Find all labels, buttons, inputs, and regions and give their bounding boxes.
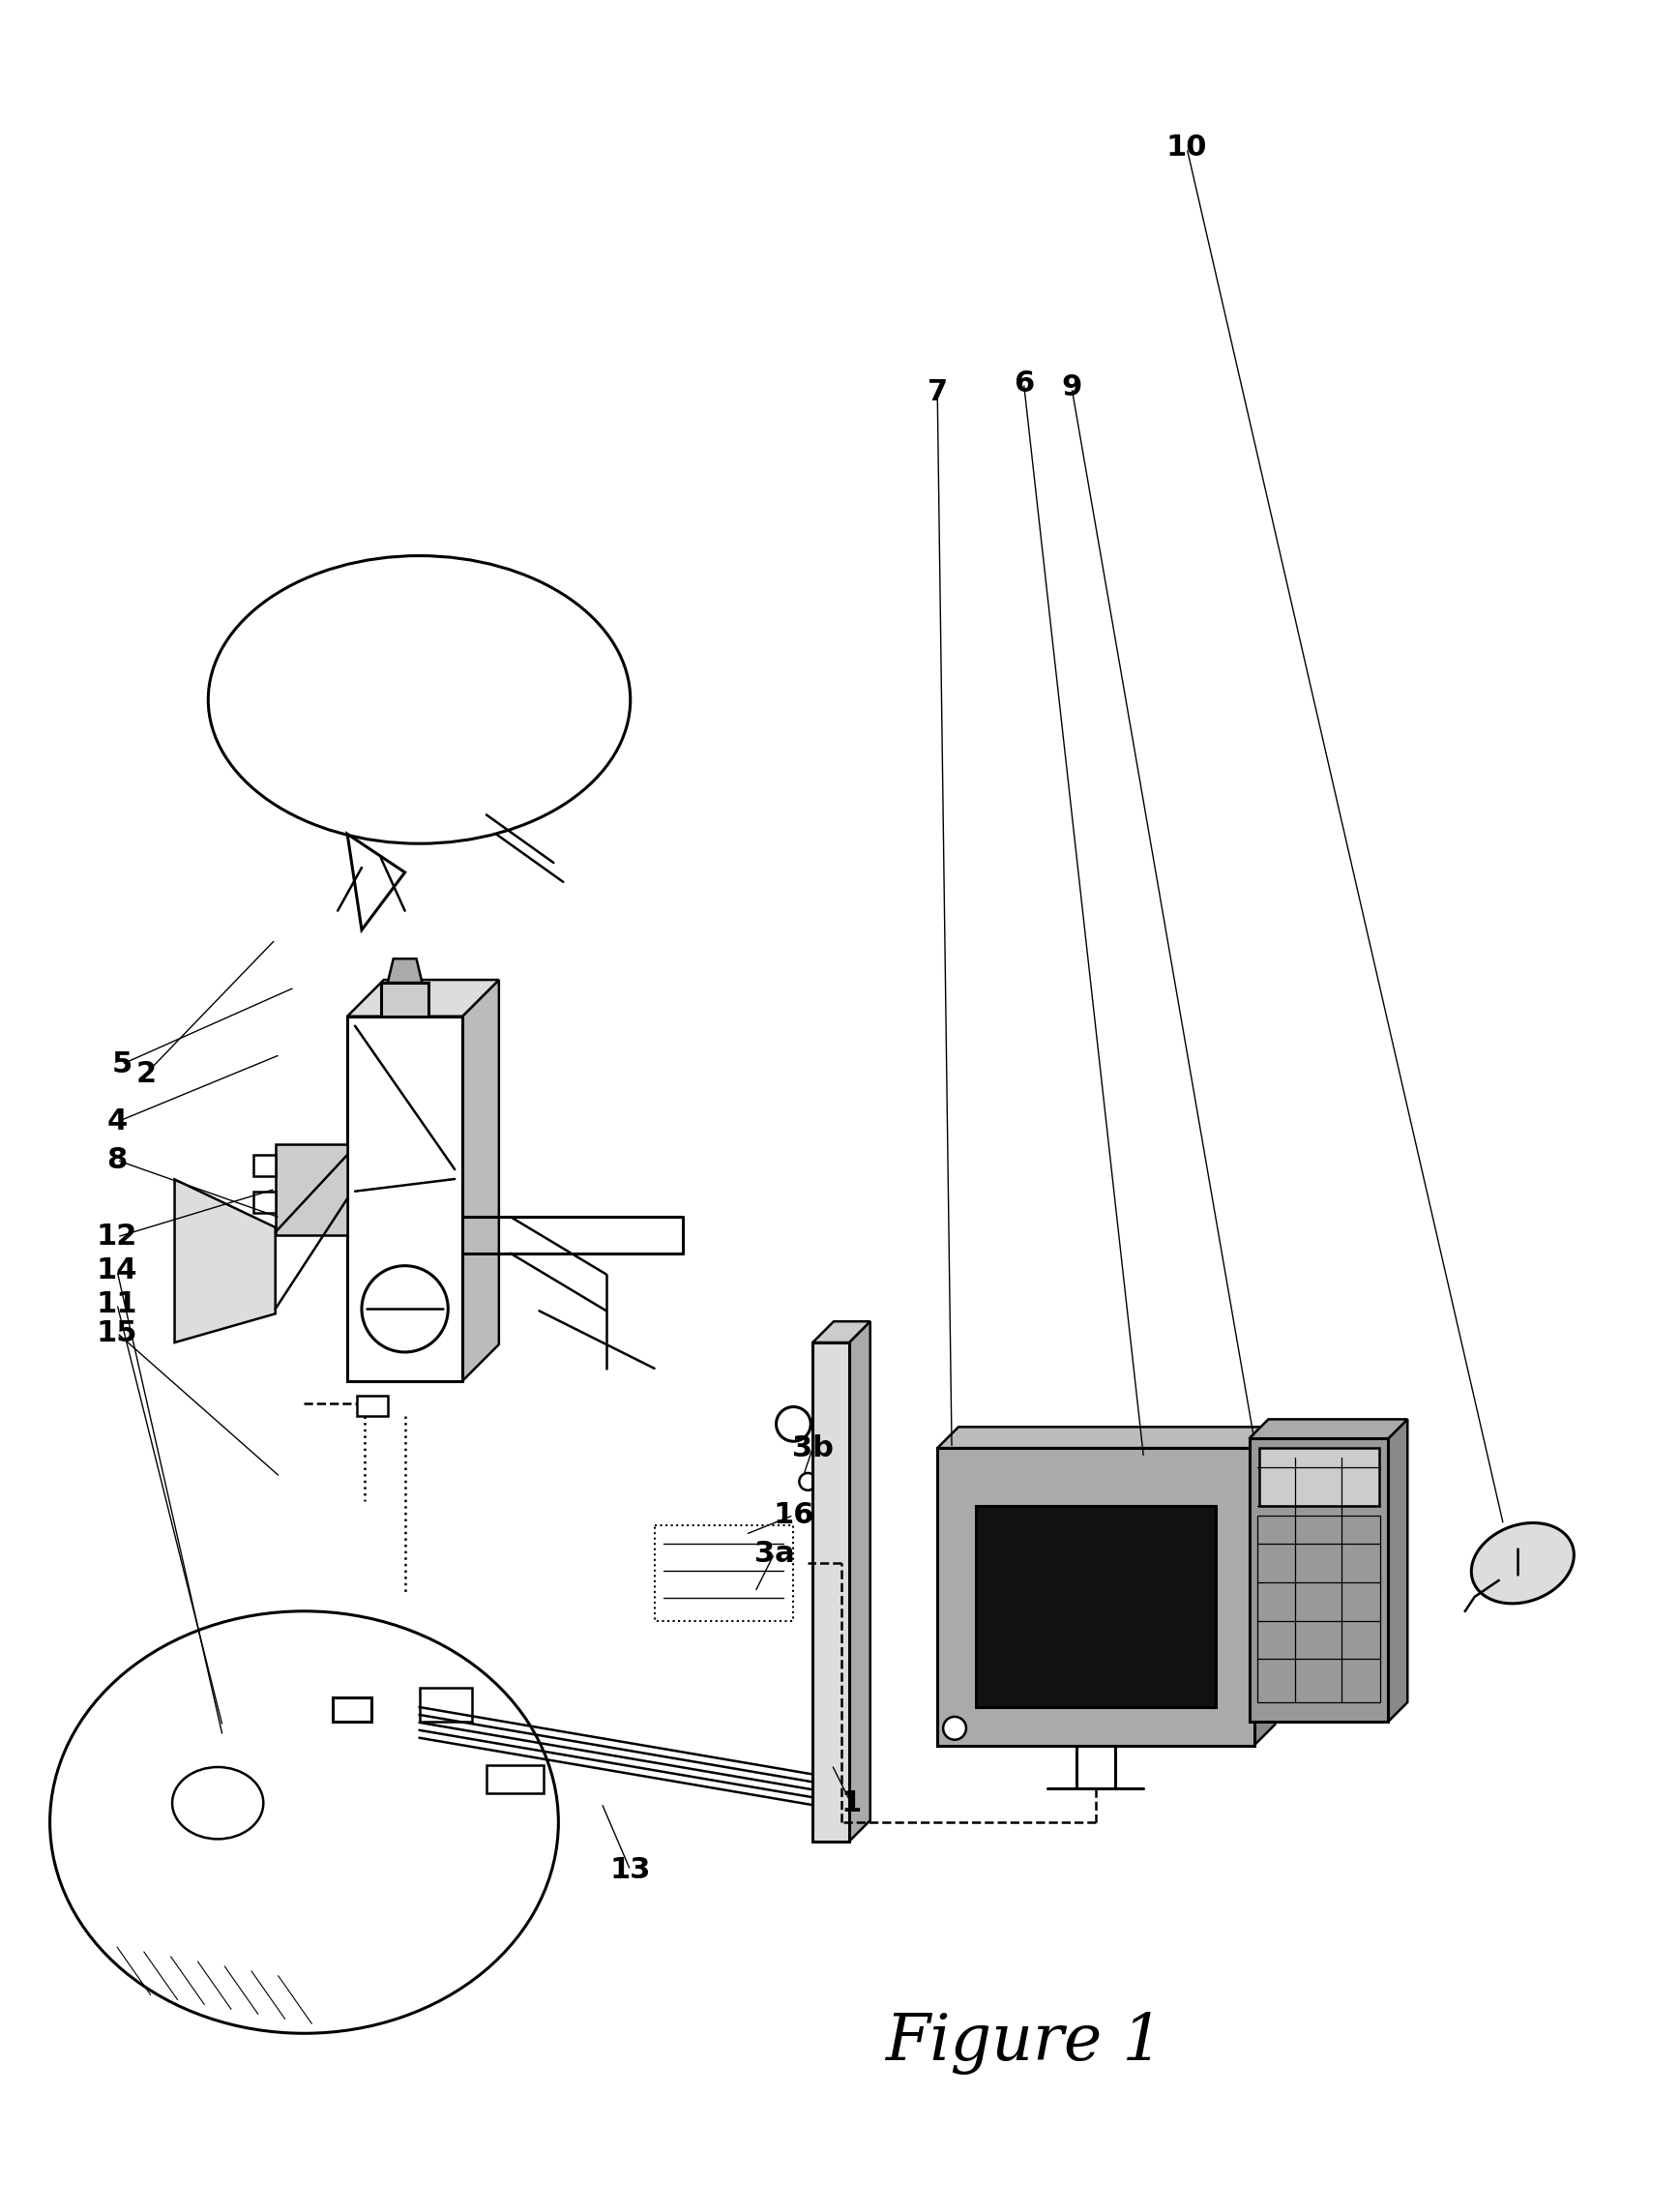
Bar [348, 1015, 462, 1380]
Polygon shape [348, 980, 499, 1015]
Text: Figure 1: Figure 1 [885, 2011, 1163, 2075]
Bar [333, 1697, 371, 1721]
Text: 2: 2 [136, 1060, 156, 1088]
Text: 5: 5 [111, 1051, 133, 1077]
Polygon shape [1388, 1420, 1408, 1721]
Circle shape [361, 1265, 449, 1352]
Bar [276, 1144, 348, 1234]
Text: 3a: 3a [754, 1540, 795, 1568]
Polygon shape [175, 1179, 276, 1343]
Polygon shape [388, 958, 422, 982]
Text: 15: 15 [96, 1318, 138, 1347]
Text: 14: 14 [96, 1256, 138, 1285]
Text: 8: 8 [108, 1146, 128, 1175]
Polygon shape [348, 834, 405, 929]
Bar [1258, 1449, 1379, 1506]
Polygon shape [1253, 1427, 1275, 1745]
Polygon shape [813, 1321, 870, 1343]
Text: 12: 12 [96, 1223, 138, 1252]
Bar [813, 1343, 848, 1840]
Bar [1257, 1515, 1381, 1703]
Text: 3b: 3b [791, 1433, 833, 1462]
Text: 10: 10 [1166, 135, 1208, 161]
Bar [937, 1449, 1253, 1745]
Polygon shape [462, 980, 499, 1380]
Ellipse shape [208, 555, 630, 843]
Ellipse shape [1472, 1522, 1574, 1604]
Polygon shape [937, 1427, 1275, 1449]
Circle shape [942, 1717, 966, 1739]
Circle shape [776, 1407, 811, 1442]
Bar [381, 982, 428, 1015]
Ellipse shape [173, 1767, 264, 1838]
Text: 16: 16 [773, 1502, 815, 1528]
Text: 9: 9 [1062, 374, 1082, 403]
Bar [976, 1506, 1216, 1708]
Text: 4: 4 [108, 1108, 128, 1135]
Text: 13: 13 [610, 1856, 650, 1885]
Polygon shape [848, 1321, 870, 1840]
Text: 11: 11 [96, 1290, 138, 1318]
Bar [254, 1155, 276, 1177]
Ellipse shape [50, 1610, 558, 2033]
Text: 1: 1 [840, 1790, 862, 1816]
Bar [1250, 1438, 1388, 1721]
Bar [654, 1524, 793, 1621]
Polygon shape [1250, 1420, 1408, 1438]
Text: 7: 7 [927, 378, 948, 407]
Text: 6: 6 [1013, 369, 1033, 398]
Bar [356, 1396, 388, 1416]
Circle shape [800, 1473, 816, 1491]
Bar [420, 1688, 472, 1721]
Bar [487, 1765, 544, 1794]
Bar [254, 1192, 276, 1212]
